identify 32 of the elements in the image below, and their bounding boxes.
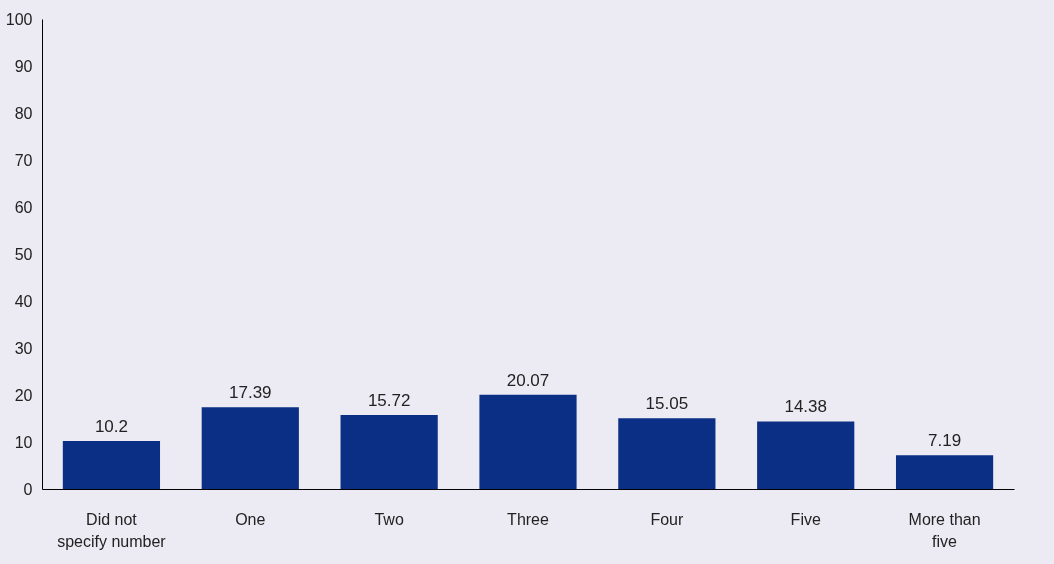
y-tick-label: 70 [14,151,33,169]
bar [62,441,161,489]
x-tick-label: Five [790,510,821,528]
y-tick-label: 90 [14,57,33,75]
data-label: 7.19 [928,431,962,451]
data-label: 15.05 [645,394,689,414]
x-tick-label: One [235,510,266,528]
y-tick-label: 20 [14,386,33,404]
bar [340,415,438,489]
y-tick-label: 40 [14,292,33,310]
y-tick-label: 50 [14,245,33,263]
data-label: 10.2 [94,417,128,437]
y-tick-label: 10 [14,433,33,451]
x-tick-label: Four [650,510,684,528]
x-tick-label: More than five [908,510,981,550]
data-label: 17.39 [229,383,272,403]
x-tick-label: Did not specify number [57,510,167,550]
y-tick-label: 0 [23,480,33,498]
y-tick-label: 100 [5,10,33,28]
bar [201,407,299,489]
bar [479,394,577,489]
bar [757,421,855,489]
data-label: 14.38 [784,397,827,417]
data-label: 15.72 [367,391,411,411]
x-tick-label: Three [507,510,549,528]
y-tick-label: 30 [14,339,33,357]
y-tick-label: 60 [14,198,33,216]
data-label: 20.07 [506,370,550,390]
bar [618,418,716,489]
bar [895,455,994,489]
x-tick-label: Two [374,510,404,528]
y-tick-label: 80 [14,104,33,122]
